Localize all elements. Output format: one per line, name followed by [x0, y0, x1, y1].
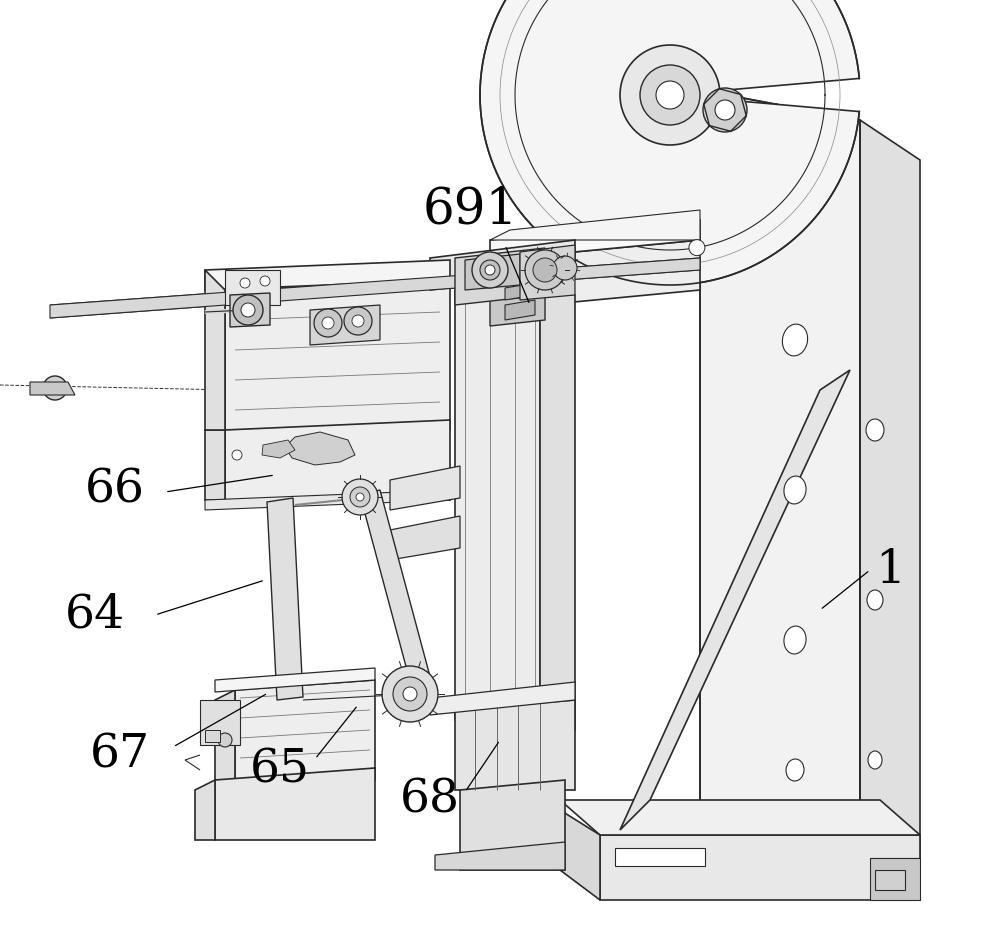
Ellipse shape	[868, 751, 882, 769]
Circle shape	[525, 250, 565, 290]
Circle shape	[640, 65, 700, 125]
Polygon shape	[490, 240, 700, 310]
Circle shape	[350, 487, 370, 507]
Circle shape	[715, 100, 735, 120]
Polygon shape	[215, 668, 375, 692]
Ellipse shape	[866, 419, 884, 441]
Text: 68: 68	[400, 777, 460, 823]
Polygon shape	[50, 258, 700, 318]
Circle shape	[393, 677, 427, 711]
Polygon shape	[455, 248, 545, 305]
Circle shape	[218, 733, 232, 747]
Polygon shape	[520, 245, 575, 300]
Circle shape	[403, 687, 417, 701]
Polygon shape	[205, 430, 225, 500]
Text: 66: 66	[85, 468, 145, 512]
Polygon shape	[455, 275, 540, 720]
Polygon shape	[870, 858, 920, 900]
Polygon shape	[490, 210, 700, 240]
Circle shape	[260, 276, 270, 286]
Circle shape	[344, 307, 372, 335]
Ellipse shape	[867, 590, 883, 610]
Circle shape	[322, 317, 334, 329]
Polygon shape	[860, 120, 920, 870]
Polygon shape	[490, 220, 700, 260]
Polygon shape	[360, 490, 435, 700]
Polygon shape	[540, 275, 575, 730]
Circle shape	[240, 278, 250, 288]
Circle shape	[472, 252, 508, 288]
Polygon shape	[460, 780, 565, 870]
Polygon shape	[30, 382, 75, 395]
Circle shape	[703, 88, 747, 132]
Circle shape	[689, 240, 705, 256]
Text: 65: 65	[250, 748, 310, 792]
Ellipse shape	[782, 324, 808, 356]
Polygon shape	[480, 0, 859, 285]
Circle shape	[233, 295, 263, 325]
Polygon shape	[505, 300, 535, 320]
Polygon shape	[435, 842, 565, 870]
Polygon shape	[310, 305, 380, 345]
Circle shape	[553, 256, 577, 280]
Bar	[205, 730, 220, 742]
Ellipse shape	[786, 759, 804, 781]
Polygon shape	[390, 516, 460, 560]
Text: 1: 1	[875, 548, 905, 592]
Text: 64: 64	[65, 592, 125, 638]
Polygon shape	[262, 440, 295, 458]
Circle shape	[232, 450, 242, 460]
Polygon shape	[195, 780, 215, 840]
Circle shape	[485, 265, 495, 275]
Polygon shape	[620, 370, 850, 830]
Polygon shape	[267, 498, 303, 700]
Text: 691: 691	[422, 185, 518, 234]
Polygon shape	[455, 700, 575, 790]
Bar	[615, 848, 705, 866]
Circle shape	[480, 260, 500, 280]
Polygon shape	[390, 466, 460, 510]
Circle shape	[342, 479, 378, 515]
Polygon shape	[225, 280, 450, 430]
Polygon shape	[560, 810, 600, 900]
Polygon shape	[235, 680, 375, 780]
Polygon shape	[560, 800, 920, 835]
Bar	[875, 870, 905, 890]
Text: 67: 67	[90, 732, 150, 777]
Polygon shape	[205, 260, 450, 290]
Polygon shape	[700, 90, 860, 870]
Polygon shape	[205, 270, 225, 430]
Ellipse shape	[784, 476, 806, 504]
Polygon shape	[215, 768, 375, 840]
Polygon shape	[230, 293, 270, 327]
Bar	[200, 700, 240, 745]
Polygon shape	[490, 282, 545, 326]
Circle shape	[656, 81, 684, 109]
Polygon shape	[225, 420, 450, 500]
Circle shape	[241, 303, 255, 317]
Polygon shape	[600, 835, 920, 900]
Polygon shape	[285, 432, 355, 465]
Polygon shape	[505, 283, 535, 300]
Circle shape	[382, 666, 438, 722]
Polygon shape	[430, 682, 575, 715]
Circle shape	[352, 315, 364, 327]
Ellipse shape	[784, 626, 806, 654]
Polygon shape	[465, 254, 520, 290]
Polygon shape	[205, 490, 450, 510]
Circle shape	[314, 309, 342, 337]
Polygon shape	[430, 240, 575, 290]
Circle shape	[43, 376, 67, 400]
Polygon shape	[215, 690, 235, 780]
Circle shape	[356, 493, 364, 501]
Bar	[225, 270, 280, 305]
Circle shape	[620, 45, 720, 145]
Circle shape	[533, 258, 557, 282]
